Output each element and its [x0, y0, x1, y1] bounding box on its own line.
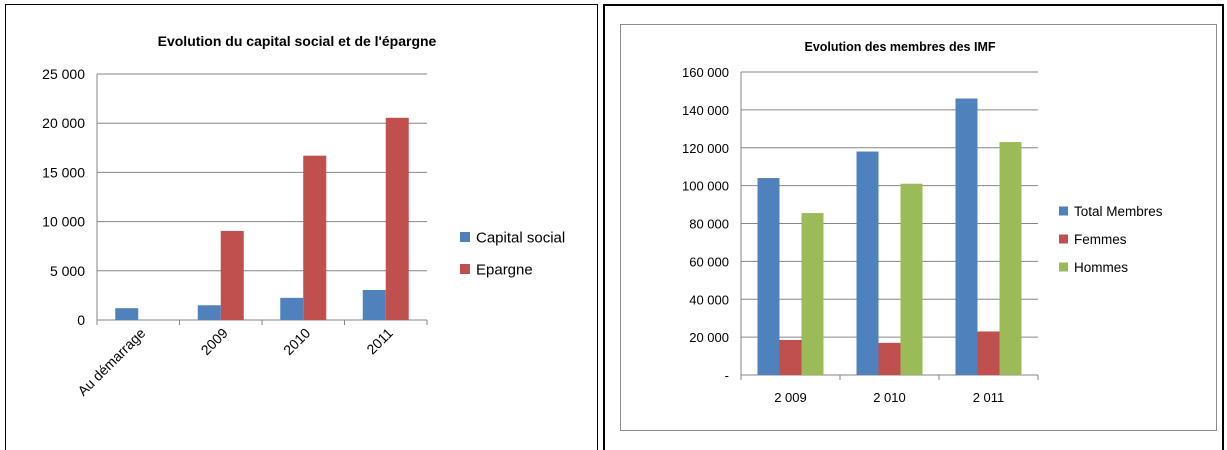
- y-tick-label: 0: [77, 312, 85, 328]
- bar: [362, 289, 386, 320]
- y-tick-label: -: [725, 368, 729, 383]
- legend-swatch: [1059, 206, 1068, 216]
- bar: [303, 155, 327, 320]
- chart-title: Evolution du capital social et de l'épar…: [158, 33, 437, 49]
- bar: [801, 213, 824, 375]
- y-tick-label: 40 000: [689, 292, 729, 307]
- y-tick-label: 20 000: [689, 330, 729, 345]
- bar: [385, 117, 409, 321]
- legend-swatch: [460, 264, 470, 274]
- bar: [878, 342, 901, 375]
- y-tick-label: 60 000: [689, 254, 729, 269]
- y-tick-label: 120 000: [682, 141, 729, 156]
- x-tick-label: 2 011: [973, 390, 1005, 405]
- y-tick-label: 80 000: [689, 217, 729, 232]
- legend-swatch: [460, 232, 470, 242]
- y-tick-label: 140 000: [682, 103, 729, 118]
- bar: [999, 142, 1022, 375]
- y-tick-label: 160 000: [682, 65, 729, 80]
- bar: [757, 178, 780, 375]
- y-tick-label: 100 000: [682, 179, 729, 194]
- legend-label: Capital social: [476, 229, 565, 246]
- y-tick-label: 10 000: [42, 214, 85, 230]
- y-tick-label: 5 000: [50, 263, 85, 279]
- legend-label: Total Membres: [1074, 204, 1163, 219]
- y-tick-label: 15 000: [42, 164, 85, 180]
- legend-label: Epargne: [476, 261, 533, 278]
- bar: [280, 297, 304, 320]
- legend-label: Hommes: [1074, 260, 1128, 275]
- bar: [900, 183, 923, 375]
- capital-epargne-chart: Evolution du capital social et de l'épar…: [42, 33, 565, 399]
- bar: [856, 151, 879, 375]
- bar: [955, 98, 978, 375]
- left-chart-frame: [5, 4, 598, 450]
- x-tick-label: 2 009: [774, 390, 807, 405]
- bar: [115, 308, 139, 320]
- x-tick-label: 2 010: [873, 390, 906, 405]
- y-tick-label: 20 000: [42, 115, 85, 131]
- y-tick-label: 25 000: [42, 66, 85, 82]
- chart-title: Evolution des membres des IMF: [804, 40, 995, 54]
- bar: [197, 305, 221, 320]
- bar: [977, 331, 1000, 375]
- legend-swatch: [1059, 262, 1068, 272]
- bar: [779, 339, 802, 375]
- legend-swatch: [1059, 234, 1068, 244]
- bar: [220, 230, 244, 320]
- legend-label: Femmes: [1074, 232, 1127, 247]
